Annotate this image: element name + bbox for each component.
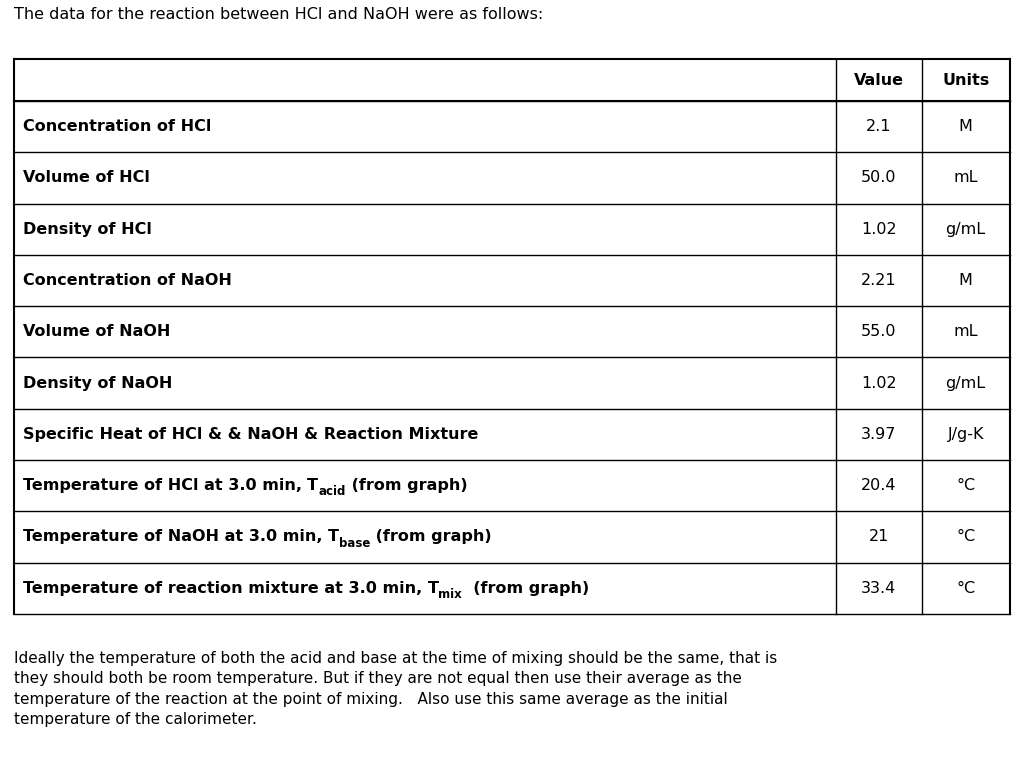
Text: Concentration of NaOH: Concentration of NaOH bbox=[23, 273, 231, 288]
Text: Value: Value bbox=[854, 72, 903, 88]
Text: mix: mix bbox=[438, 588, 462, 601]
Text: Density of NaOH: Density of NaOH bbox=[23, 375, 172, 391]
Text: 55.0: 55.0 bbox=[861, 324, 896, 340]
Text: M: M bbox=[958, 273, 973, 288]
Text: 1.02: 1.02 bbox=[861, 375, 896, 391]
Text: Temperature of HCl at 3.0 min,: Temperature of HCl at 3.0 min, bbox=[23, 478, 307, 493]
Text: M: M bbox=[958, 119, 973, 134]
Text: Volume of HCl: Volume of HCl bbox=[23, 170, 150, 186]
Text: (from graph): (from graph) bbox=[462, 580, 590, 596]
Text: Density of HCl: Density of HCl bbox=[23, 221, 152, 237]
Text: acid: acid bbox=[318, 486, 345, 499]
Text: 50.0: 50.0 bbox=[861, 170, 896, 186]
Text: 20.4: 20.4 bbox=[861, 478, 896, 493]
Text: mL: mL bbox=[953, 170, 978, 186]
Text: temperature of the calorimeter.: temperature of the calorimeter. bbox=[14, 712, 257, 726]
Text: 2.1: 2.1 bbox=[866, 119, 891, 134]
Text: 2.21: 2.21 bbox=[861, 273, 896, 288]
Text: (from graph): (from graph) bbox=[370, 529, 492, 545]
Text: Units: Units bbox=[942, 72, 989, 88]
Text: T: T bbox=[427, 580, 438, 596]
Text: Volume of NaOH: Volume of NaOH bbox=[23, 324, 170, 340]
Text: T: T bbox=[328, 529, 339, 545]
Text: J/g-K: J/g-K bbox=[947, 427, 984, 442]
Text: Temperature of reaction mixture at 3.0 min,: Temperature of reaction mixture at 3.0 m… bbox=[23, 580, 427, 596]
Text: Specific Heat of HCl & & NaOH & Reaction Mixture: Specific Heat of HCl & & NaOH & Reaction… bbox=[23, 427, 478, 442]
Text: g/mL: g/mL bbox=[945, 375, 986, 391]
Text: °C: °C bbox=[956, 478, 975, 493]
Text: 3.97: 3.97 bbox=[861, 427, 896, 442]
Text: Concentration of HCl: Concentration of HCl bbox=[23, 119, 211, 134]
Text: 33.4: 33.4 bbox=[861, 580, 896, 596]
Text: °C: °C bbox=[956, 529, 975, 545]
Text: °C: °C bbox=[956, 580, 975, 596]
Text: Temperature of NaOH at 3.0 min,: Temperature of NaOH at 3.0 min, bbox=[23, 529, 328, 545]
Text: g/mL: g/mL bbox=[945, 221, 986, 237]
Text: they should both be room temperature. But if they are not equal then use their a: they should both be room temperature. Bu… bbox=[14, 671, 742, 686]
Text: T: T bbox=[307, 478, 318, 493]
Text: Ideally the temperature of both the acid and base at the time of mixing should b: Ideally the temperature of both the acid… bbox=[14, 651, 777, 666]
Text: mL: mL bbox=[953, 324, 978, 340]
Text: 1.02: 1.02 bbox=[861, 221, 896, 237]
Text: (from graph): (from graph) bbox=[345, 478, 467, 493]
Text: The data for the reaction between HCl and NaOH were as follows:: The data for the reaction between HCl an… bbox=[14, 7, 544, 22]
Text: base: base bbox=[339, 537, 370, 550]
Text: temperature of the reaction at the point of mixing.   Also use this same average: temperature of the reaction at the point… bbox=[14, 692, 728, 706]
Text: 21: 21 bbox=[868, 529, 889, 545]
